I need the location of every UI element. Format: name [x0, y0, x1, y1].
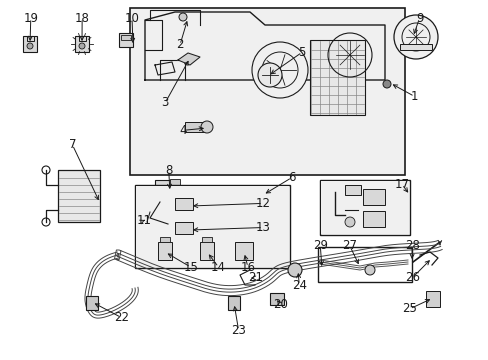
Circle shape	[179, 13, 186, 21]
Circle shape	[266, 192, 272, 198]
Bar	[158, 242, 172, 260]
Circle shape	[364, 265, 374, 275]
Bar	[155, 180, 177, 192]
Polygon shape	[178, 53, 200, 65]
Bar	[227, 296, 240, 310]
Text: 18: 18	[75, 12, 89, 24]
Circle shape	[258, 63, 282, 87]
Bar	[425, 291, 439, 307]
Text: 28: 28	[404, 239, 419, 252]
Bar	[23, 36, 37, 52]
Circle shape	[201, 121, 213, 133]
Circle shape	[27, 43, 33, 49]
Bar	[79, 36, 86, 41]
Bar	[119, 33, 133, 47]
Circle shape	[251, 42, 307, 98]
Text: 19: 19	[23, 12, 38, 24]
Text: 26: 26	[404, 271, 419, 284]
Bar	[235, 242, 252, 260]
Text: 2: 2	[176, 39, 183, 51]
Bar	[184, 122, 206, 132]
Circle shape	[287, 263, 302, 277]
Text: 6: 6	[287, 171, 295, 184]
Text: 29: 29	[312, 239, 327, 252]
Text: 8: 8	[164, 164, 172, 177]
Text: 15: 15	[183, 261, 198, 274]
Bar	[131, 9, 403, 174]
Text: 7: 7	[68, 138, 76, 151]
Bar	[160, 237, 170, 242]
Text: 5: 5	[298, 46, 305, 59]
Bar	[170, 179, 180, 185]
Bar	[136, 186, 288, 267]
Text: 16: 16	[240, 261, 255, 274]
Bar	[200, 242, 214, 260]
Bar	[175, 222, 193, 234]
Bar	[269, 293, 284, 305]
Text: 20: 20	[272, 298, 287, 311]
Text: 14: 14	[211, 261, 225, 274]
Text: 11: 11	[137, 214, 151, 227]
Text: 3: 3	[161, 96, 169, 109]
Text: 4: 4	[179, 124, 187, 137]
Bar	[135, 185, 289, 268]
Bar	[319, 180, 409, 235]
Text: 25: 25	[402, 302, 416, 315]
Text: 13: 13	[255, 221, 270, 234]
Bar	[75, 36, 89, 52]
Circle shape	[79, 43, 85, 49]
Circle shape	[382, 80, 390, 88]
Bar	[345, 185, 360, 195]
Text: 9: 9	[415, 12, 423, 24]
Bar	[175, 198, 193, 210]
Text: 22: 22	[114, 311, 128, 324]
Circle shape	[263, 188, 276, 202]
Text: 21: 21	[248, 271, 263, 284]
Bar	[130, 8, 404, 175]
Text: 1: 1	[410, 90, 418, 103]
Bar	[317, 247, 411, 282]
Text: 10: 10	[124, 12, 139, 24]
Bar	[155, 195, 177, 205]
Bar	[362, 189, 384, 205]
Text: 23: 23	[231, 324, 245, 337]
Circle shape	[345, 217, 354, 227]
Bar	[309, 40, 364, 115]
Bar	[362, 211, 384, 227]
Bar	[86, 296, 98, 310]
Bar	[202, 237, 212, 242]
Text: 12: 12	[255, 197, 270, 210]
Bar	[27, 36, 34, 41]
Text: 24: 24	[291, 279, 306, 292]
Circle shape	[393, 15, 437, 59]
Bar	[121, 35, 131, 40]
Text: 17: 17	[394, 178, 408, 191]
Bar	[320, 181, 408, 234]
Bar	[399, 44, 431, 50]
Text: 27: 27	[342, 239, 356, 252]
Bar	[58, 170, 100, 222]
